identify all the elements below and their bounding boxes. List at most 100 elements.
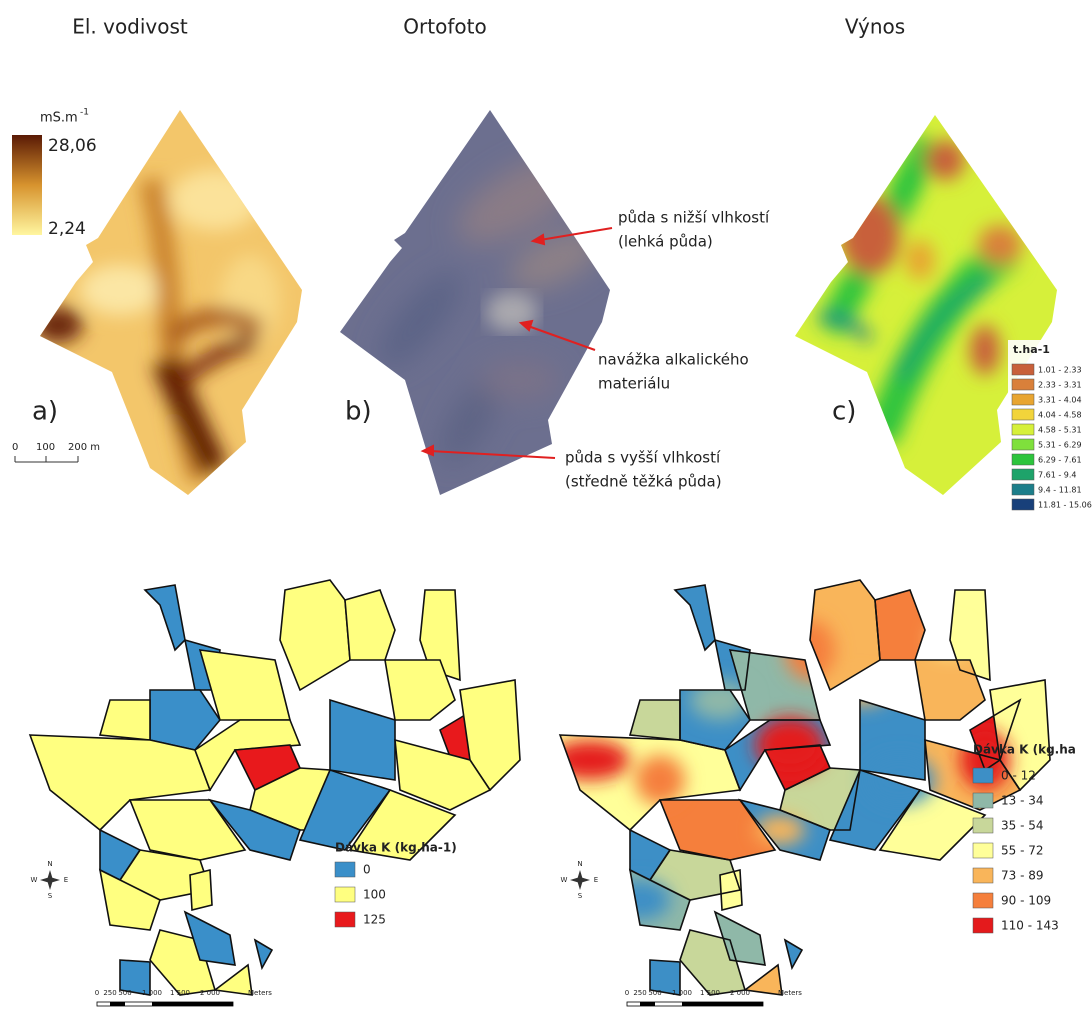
legend-label: 125 xyxy=(363,913,386,927)
legend-swatch xyxy=(1012,469,1034,480)
legend-swatch xyxy=(335,912,355,927)
legend-swatch xyxy=(973,793,993,808)
compass-label: E xyxy=(594,876,598,884)
scale-label: 1 500 xyxy=(700,989,720,997)
scale-label: Meters xyxy=(778,989,802,997)
legend-label: 1.01 - 2.33 xyxy=(1038,366,1082,375)
scale-bar xyxy=(682,1002,763,1006)
panel-label: b) xyxy=(345,397,372,427)
legend-unit-exponent: -1 xyxy=(80,108,89,118)
scale-label: 0 xyxy=(12,442,18,453)
legend-label: 11.81 - 15.06 xyxy=(1038,501,1092,510)
compass-label: W xyxy=(31,876,38,884)
panel-label: a) xyxy=(32,397,58,427)
field xyxy=(255,940,272,968)
scale-label: 250 xyxy=(633,989,646,997)
compass-label: N xyxy=(577,860,582,868)
legend-swatch xyxy=(1012,379,1034,390)
legend-swatch xyxy=(973,918,993,933)
legend-label: 55 - 72 xyxy=(1001,844,1044,858)
legend-label: 0 - 12 xyxy=(1001,769,1036,783)
legend-swatch xyxy=(335,862,355,877)
annotation: půda s nižší vlhkostí xyxy=(618,209,770,227)
legend-min: 2,24 xyxy=(48,219,86,239)
panel-title: El. vodivost xyxy=(72,15,188,39)
panel-title: Ortofoto xyxy=(403,15,486,39)
compass-label: E xyxy=(64,876,68,884)
compass xyxy=(570,870,590,890)
legend-swatch xyxy=(973,843,993,858)
field xyxy=(145,585,185,650)
field xyxy=(280,580,350,690)
legend-swatch xyxy=(973,868,993,883)
legend-swatch xyxy=(1012,439,1034,450)
legend-max: 28,06 xyxy=(48,136,97,156)
scale-bar xyxy=(110,1002,125,1006)
legend-label: 5.31 - 6.29 xyxy=(1038,441,1082,450)
figure: El. vodivost Ortofoto Výnos mS.m -1 28,0… xyxy=(0,0,1092,1013)
scale-bar xyxy=(15,456,78,462)
field xyxy=(330,700,395,780)
legend-label: 0 xyxy=(363,863,371,877)
orthophoto xyxy=(330,100,620,500)
annotation: navážka alkalického xyxy=(598,351,749,369)
legend-label: 6.29 - 7.61 xyxy=(1038,456,1082,465)
legend-ramp xyxy=(12,135,42,235)
legend-label: 9.4 - 11.81 xyxy=(1038,486,1082,495)
field xyxy=(875,590,925,660)
scale-label: Meters xyxy=(248,989,272,997)
legend-label: 110 - 143 xyxy=(1001,919,1059,933)
legend: 1.01 - 2.33 2.33 - 3.31 3.31 - 4.04 4.04 - … xyxy=(1008,340,1092,510)
compass-label: N xyxy=(47,860,52,868)
legend-title: t.ha-1 xyxy=(1013,343,1050,356)
legend-label: 100 xyxy=(363,888,386,902)
scale-label: 0 xyxy=(625,989,629,997)
legend-title: Dávka K (kg.ha-1) xyxy=(335,841,457,855)
annotation: půda s vyšší vlhkostí xyxy=(565,449,721,467)
scale-label: 0 xyxy=(95,989,99,997)
compass xyxy=(40,870,60,890)
legend-label: 13 - 34 xyxy=(1001,794,1044,808)
legend-label: 3.31 - 4.04 xyxy=(1038,396,1082,405)
scale-label: 1 000 xyxy=(142,989,162,997)
scale-bar xyxy=(640,1002,655,1006)
scale-label: 2 000 xyxy=(200,989,220,997)
dose-blob xyxy=(755,815,805,845)
field xyxy=(190,870,212,910)
scale-label: 1 000 xyxy=(672,989,692,997)
legend-label: 4.04 - 4.58 xyxy=(1038,411,1082,420)
legend-label: 2.33 - 3.31 xyxy=(1038,381,1082,390)
legend-label: 7.61 - 9.4 xyxy=(1038,471,1077,480)
legend-swatch xyxy=(1012,424,1034,435)
scale-label: 1 500 xyxy=(170,989,190,997)
dose-blob xyxy=(785,620,835,680)
annotation: materiálu xyxy=(598,375,670,393)
legend-swatch xyxy=(973,893,993,908)
titles: El. vodivost Ortofoto Výnos xyxy=(72,15,905,39)
legend-title: Dávka K (kg.ha xyxy=(973,743,1076,757)
compass-label: W xyxy=(561,876,568,884)
scale-label: 200 m xyxy=(68,442,100,453)
dose-map-uniform xyxy=(30,580,520,995)
legend-swatch xyxy=(1012,454,1034,465)
legend-swatch xyxy=(1012,364,1034,375)
scale-label: 250 xyxy=(103,989,116,997)
scale-bar xyxy=(152,1002,233,1006)
legend-swatch xyxy=(1012,409,1034,420)
compass-label: S xyxy=(578,892,583,900)
scale-label: 100 xyxy=(36,442,55,453)
scale-label: 2 000 xyxy=(730,989,750,997)
legend-swatch xyxy=(1012,394,1034,405)
legend-label: 4.58 - 5.31 xyxy=(1038,426,1082,435)
field xyxy=(215,965,252,995)
compass-label: S xyxy=(48,892,53,900)
annotation: (středně těžká půda) xyxy=(565,473,722,491)
dose-blob xyxy=(550,740,630,780)
legend-label: 35 - 54 xyxy=(1001,819,1044,833)
annotation: (lehká půda) xyxy=(618,233,713,251)
legend-swatch xyxy=(335,887,355,902)
scale-label: 500 xyxy=(118,989,131,997)
field xyxy=(100,700,150,740)
legend-swatch xyxy=(973,818,993,833)
legend-label: 73 - 89 xyxy=(1001,869,1044,883)
